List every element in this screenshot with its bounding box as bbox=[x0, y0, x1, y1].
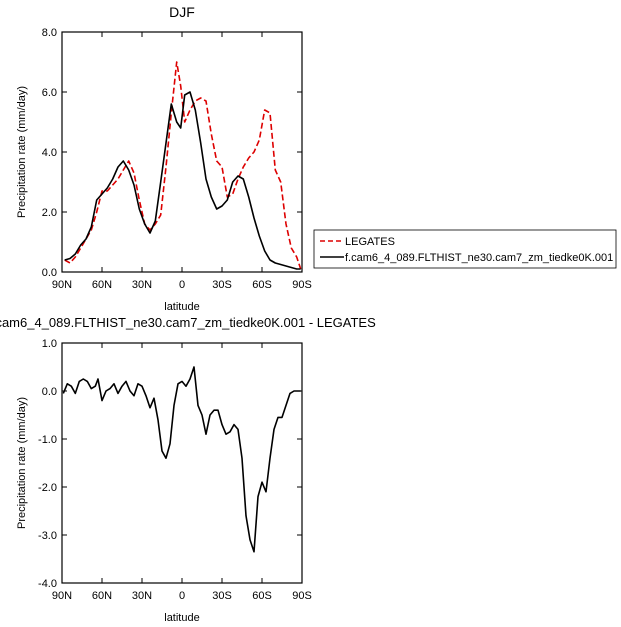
bottom-x-axis-label: latitude bbox=[164, 612, 199, 624]
bottom-y-tick-label: 1.0 bbox=[42, 338, 57, 350]
top-x-tick-label: 90S bbox=[292, 279, 312, 291]
top-x-tick-label: 30S bbox=[212, 279, 232, 291]
bottom-y-tick-label: -2.0 bbox=[38, 482, 57, 494]
bottom-series-lines bbox=[62, 366, 301, 553]
top-y-tick-label: 8.0 bbox=[42, 27, 57, 39]
top-series-line-0 bbox=[64, 61, 302, 270]
bottom-y-tick-label: -4.0 bbox=[38, 578, 57, 590]
legend-box bbox=[313, 229, 617, 269]
bottom-y-tick-label: -3.0 bbox=[38, 530, 57, 542]
top-x-ticks: 90N 60N 30N 0 30S 60S 90S bbox=[52, 32, 312, 291]
top-y-tick-label: 0.0 bbox=[42, 267, 57, 279]
top-plot-frame bbox=[61, 31, 303, 273]
top-y-tick-label: 4.0 bbox=[42, 147, 57, 159]
bottom-y-axis-label: Precipitation rate (mm/day) bbox=[16, 397, 28, 529]
bottom-x-tick-label: 90S bbox=[292, 590, 312, 602]
bottom-x-tick-label: 60N bbox=[92, 590, 112, 602]
top-chart-title: DJF bbox=[169, 4, 195, 20]
bottom-x-tick-label: 30S bbox=[212, 590, 232, 602]
legend-label-model: f.cam6_4_089.FLTHIST_ne30.cam7_zm_tiedke… bbox=[345, 252, 613, 264]
bottom-y-tick-label: 0.0 bbox=[42, 386, 57, 398]
bottom-y-tick-label: -1.0 bbox=[38, 434, 57, 446]
top-x-tick-label: 60N bbox=[92, 279, 112, 291]
bottom-x-ticks: 90N 60N 30N 0 30S 60S 90S bbox=[52, 343, 312, 602]
top-panel: DJF 0.02.04.06.08.0 90N 60N 30N 0 30S 60S 90S … bbox=[16, 4, 617, 313]
bottom-series-line-0 bbox=[62, 366, 301, 553]
legend-label-legates: LEGATES bbox=[345, 236, 395, 248]
legend: LEGATES f.cam6_4_089.FLTHIST_ne30.cam7_z… bbox=[313, 229, 617, 269]
bottom-x-tick-label: 30N bbox=[132, 590, 152, 602]
top-y-tick-label: 2.0 bbox=[42, 207, 57, 219]
top-x-tick-label: 60S bbox=[252, 279, 272, 291]
bottom-x-tick-label: 60S bbox=[252, 590, 272, 602]
bottom-x-tick-label: 90N bbox=[52, 590, 72, 602]
top-y-axis-label: Precipitation rate (mm/day) bbox=[16, 86, 28, 218]
top-series-line-1 bbox=[64, 91, 301, 270]
bottom-x-tick-label: 0 bbox=[179, 590, 185, 602]
top-y-ticks: 0.0 2.0 4.0 6.0 8.0 bbox=[42, 27, 302, 279]
top-x-axis-label: latitude bbox=[164, 301, 199, 313]
top-x-tick-label: 0 bbox=[179, 279, 185, 291]
top-x-tick-label: 30N bbox=[132, 279, 152, 291]
bottom-y-ticks: -4.0 -3.0 -2.0 -1.0 0.0 1.0 bbox=[38, 338, 302, 590]
top-x-tick-label: 90N bbox=[52, 279, 72, 291]
top-y-tick-label: 6.0 bbox=[42, 87, 57, 99]
bottom-chart-title: f.cam6_4_089.FLTHIST_ne30.cam7_zm_tiedke… bbox=[0, 315, 376, 330]
top-series-lines bbox=[64, 61, 302, 270]
bottom-panel: f.cam6_4_089.FLTHIST_ne30.cam7_zm_tiedke… bbox=[0, 315, 376, 624]
